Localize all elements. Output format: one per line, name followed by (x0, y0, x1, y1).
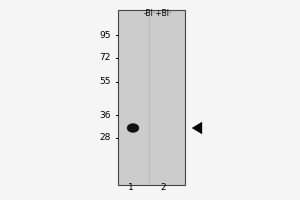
Text: 1: 1 (128, 182, 134, 192)
Text: 72: 72 (100, 53, 111, 62)
Text: 2: 2 (160, 182, 166, 192)
Text: 28: 28 (100, 134, 111, 142)
Text: 55: 55 (100, 77, 111, 86)
Text: -BI·+BI·: -BI·+BI· (144, 9, 172, 19)
Ellipse shape (127, 123, 139, 132)
Polygon shape (192, 122, 202, 134)
Bar (118, 10, 185, 185)
Text: 95: 95 (100, 30, 111, 40)
Text: 36: 36 (100, 110, 111, 119)
